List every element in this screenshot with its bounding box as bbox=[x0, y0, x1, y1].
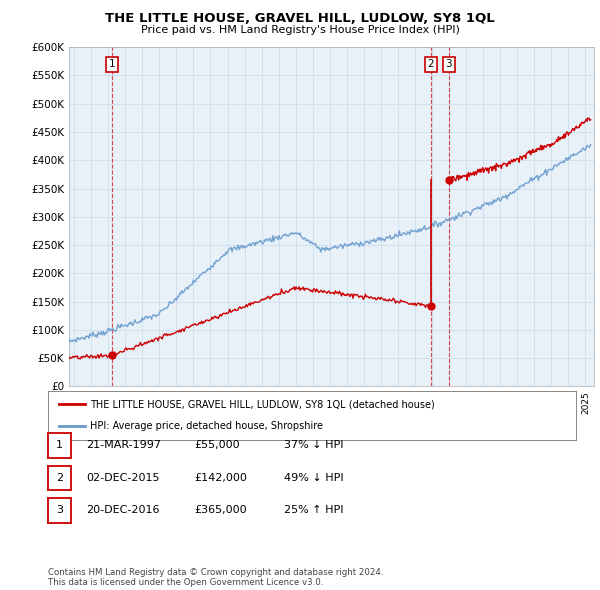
Text: 25% ↑ HPI: 25% ↑ HPI bbox=[284, 506, 343, 515]
Text: 1: 1 bbox=[109, 59, 115, 69]
Text: Contains HM Land Registry data © Crown copyright and database right 2024.
This d: Contains HM Land Registry data © Crown c… bbox=[48, 568, 383, 587]
Text: 37% ↓ HPI: 37% ↓ HPI bbox=[284, 441, 343, 450]
Text: £142,000: £142,000 bbox=[194, 473, 247, 483]
Text: 1: 1 bbox=[56, 441, 63, 450]
Text: 2: 2 bbox=[56, 473, 63, 483]
Text: £365,000: £365,000 bbox=[194, 506, 247, 515]
Text: 49% ↓ HPI: 49% ↓ HPI bbox=[284, 473, 343, 483]
Text: 21-MAR-1997: 21-MAR-1997 bbox=[86, 441, 161, 450]
Text: 3: 3 bbox=[56, 506, 63, 515]
Text: THE LITTLE HOUSE, GRAVEL HILL, LUDLOW, SY8 1QL: THE LITTLE HOUSE, GRAVEL HILL, LUDLOW, S… bbox=[105, 12, 495, 25]
Text: THE LITTLE HOUSE, GRAVEL HILL, LUDLOW, SY8 1QL (detached house): THE LITTLE HOUSE, GRAVEL HILL, LUDLOW, S… bbox=[90, 399, 435, 409]
Text: 2: 2 bbox=[427, 59, 434, 69]
Text: 02-DEC-2015: 02-DEC-2015 bbox=[86, 473, 160, 483]
Text: HPI: Average price, detached house, Shropshire: HPI: Average price, detached house, Shro… bbox=[90, 421, 323, 431]
Text: Price paid vs. HM Land Registry's House Price Index (HPI): Price paid vs. HM Land Registry's House … bbox=[140, 25, 460, 35]
Text: 20-DEC-2016: 20-DEC-2016 bbox=[86, 506, 160, 515]
Text: 3: 3 bbox=[445, 59, 452, 69]
Text: £55,000: £55,000 bbox=[194, 441, 239, 450]
